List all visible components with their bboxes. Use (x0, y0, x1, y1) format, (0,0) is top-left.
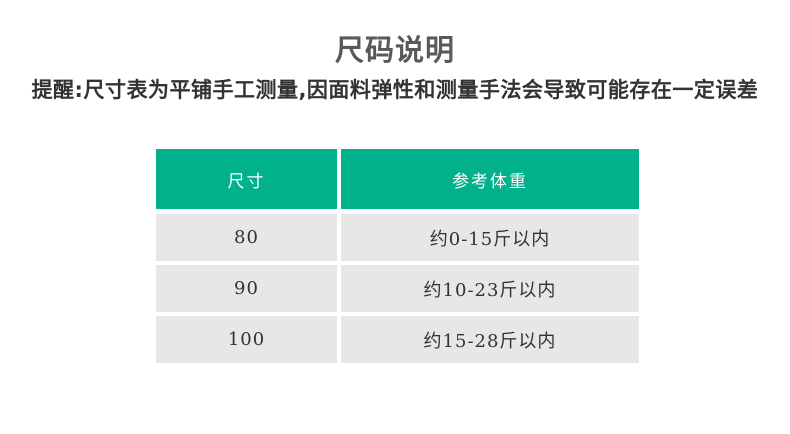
cell-weight-90: 约10-23斤以内 (341, 265, 639, 312)
cell-size-90: 90 (156, 265, 337, 312)
table-row: 80 约0-15斤以内 (156, 214, 639, 261)
cell-size-80: 80 (156, 214, 337, 261)
column-header-size: 尺寸 (156, 149, 337, 209)
size-table: 尺寸 参考体重 80 约0-15斤以内 90 约10-23斤以内 100 约15… (156, 149, 639, 363)
table-row: 90 约10-23斤以内 (156, 265, 639, 312)
cell-weight-100: 约15-28斤以内 (341, 316, 639, 363)
cell-weight-80: 约0-15斤以内 (341, 214, 639, 261)
column-header-reference-weight: 参考体重 (341, 149, 639, 209)
page-title: 尺码说明 (334, 33, 455, 67)
measurement-notice: 提醒:尺寸表为平铺手工测量,因面料弹性和测量手法会导致可能存在一定误差 (31, 78, 759, 102)
table-row: 100 约15-28斤以内 (156, 316, 639, 363)
size-table-header-row: 尺寸 参考体重 (156, 149, 639, 209)
cell-size-100: 100 (156, 316, 337, 363)
